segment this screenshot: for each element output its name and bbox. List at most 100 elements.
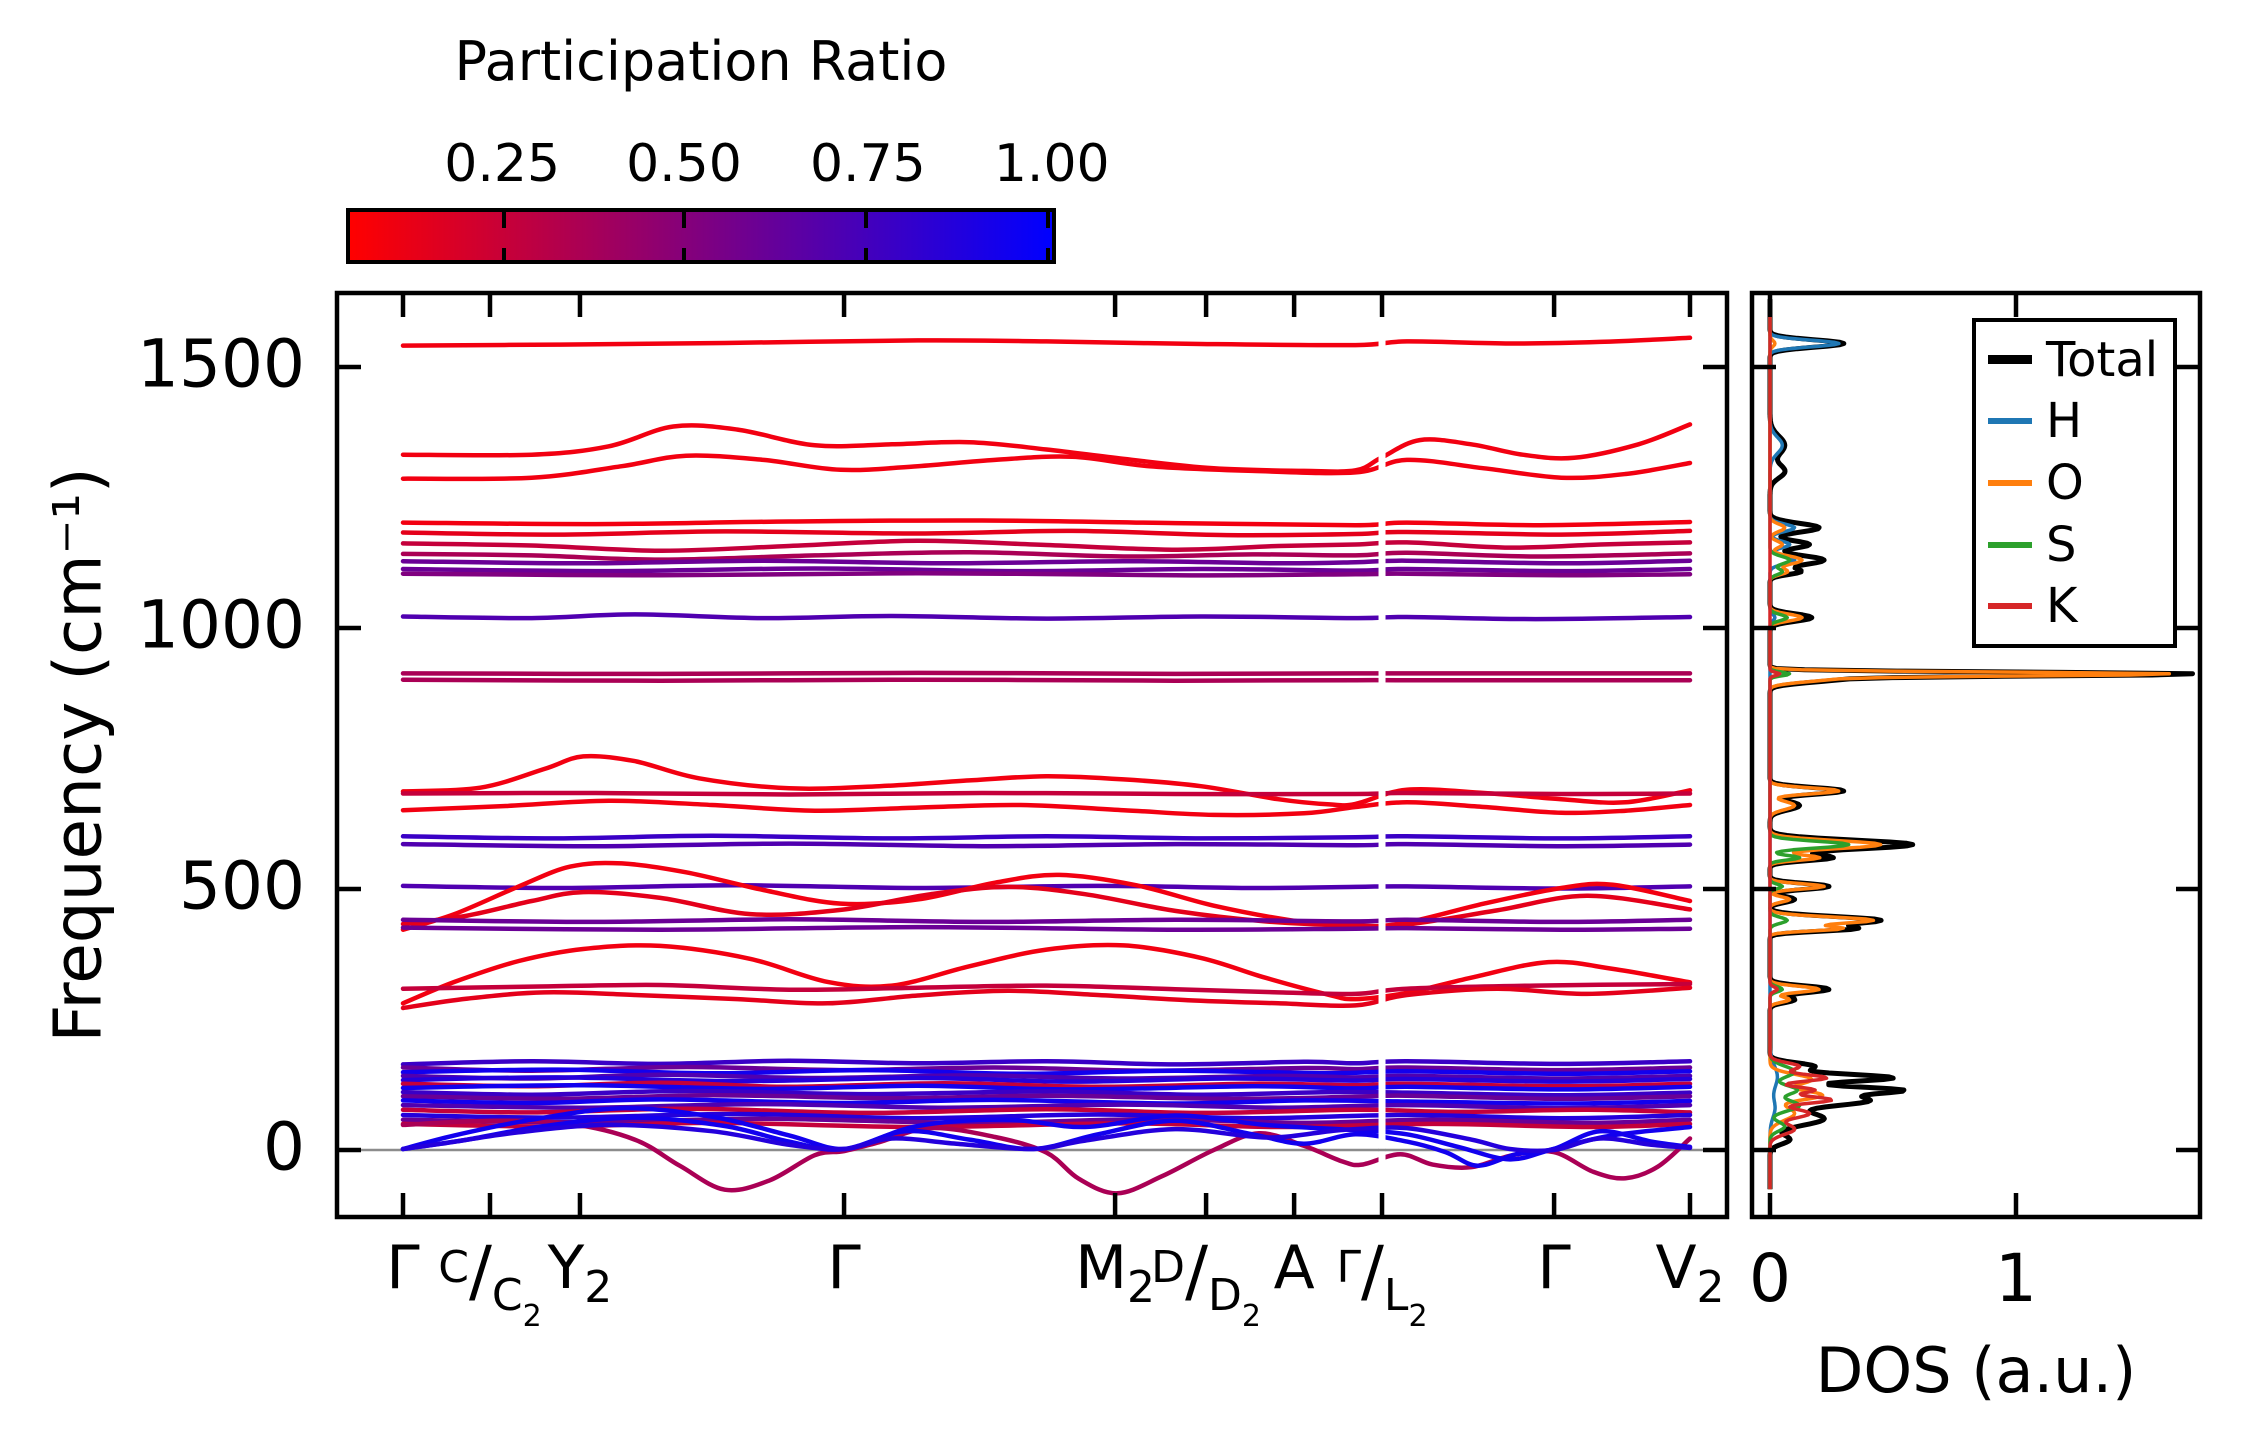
phonon-band-line <box>400 1058 1693 1067</box>
phonon-band-line <box>400 422 1693 474</box>
colorbar-tick <box>502 212 507 228</box>
x-tick-label: C/C2 <box>438 1238 541 1332</box>
x-tick-label: Γ/L2 <box>1336 1232 1427 1332</box>
legend-label-s: S <box>2046 516 2077 573</box>
phonon-band-line <box>400 453 1693 482</box>
phonon-band-line <box>400 550 1693 562</box>
colorbar-tick-label: 0.50 <box>626 134 742 194</box>
legend-entry-s: S <box>1988 517 2161 573</box>
phonon-band-line <box>400 566 1693 574</box>
colorbar-tick <box>863 212 868 228</box>
phonon-band-line <box>400 924 1693 932</box>
phonon-band-line <box>400 917 1693 925</box>
legend-line-h <box>1988 418 2032 425</box>
phonon-band-line <box>400 790 1693 797</box>
x-tick-label-part: D <box>1207 1270 1242 1321</box>
colorbar-tick-label: 0.25 <box>444 134 561 194</box>
phonon-band-line <box>400 1111 1693 1121</box>
phonon-band-line <box>400 558 1693 566</box>
phonon-band-line <box>400 670 1693 677</box>
colorbar-tick <box>863 248 868 264</box>
x-tick-label-part: M <box>1075 1233 1127 1303</box>
legend-entry-o: O <box>1988 455 2161 511</box>
legend-line-o <box>1988 479 2032 486</box>
phonon-band-line <box>400 753 1693 808</box>
phonon-band-line <box>400 1088 1693 1098</box>
x-tick-label-part: 2 <box>522 1299 542 1334</box>
x-tick-label: Γ <box>386 1238 419 1298</box>
x-tick-label: M2 <box>1075 1233 1155 1310</box>
x-tick-label-part: 2 <box>1408 1299 1428 1334</box>
phonon-band-line <box>400 1122 1693 1154</box>
phonon-band-line <box>400 942 1693 1006</box>
phonon-band-line <box>400 860 1693 932</box>
x-tick-label-part: Γ <box>1336 1242 1362 1293</box>
phonon-band-line <box>400 1113 1693 1162</box>
phonon-band-line <box>400 538 1693 553</box>
colorbar-tick <box>1045 248 1050 264</box>
phonon-band-line <box>400 1083 1693 1092</box>
x-tick-label: V2 <box>1655 1233 1724 1310</box>
y-tick-label: 0 <box>263 1108 305 1186</box>
colorbar-tick-label: 1.00 <box>993 134 1110 194</box>
x-tick-label-part: V <box>1655 1233 1697 1303</box>
colorbar-tick <box>682 248 687 264</box>
phonon-band-line <box>400 1092 1693 1102</box>
colorbar-tick-label: 0.75 <box>809 134 926 194</box>
phonon-band-line <box>400 1075 1693 1084</box>
dos-panel-frame <box>1749 290 2203 1220</box>
dos-axis-label: DOS (a.u.) <box>1815 1334 2137 1407</box>
dos-curve-s <box>1768 298 1851 1190</box>
phonon-band-line <box>400 981 1693 997</box>
dos-tick-label: 0 <box>1749 1240 1791 1317</box>
colorbar-tick <box>502 248 507 264</box>
x-tick-label: Y2 <box>547 1233 613 1310</box>
phonon-band-line <box>400 1097 1693 1106</box>
phonon-band-line <box>400 677 1693 683</box>
legend-line-k <box>1988 603 2032 610</box>
legend-entry-h: H <box>1988 393 2161 449</box>
phonon-band-line <box>400 883 1693 891</box>
y-axis-label: Frequency (cm⁻¹) <box>39 467 117 1043</box>
phonon-band-line <box>400 884 1693 929</box>
phonon-band-line <box>400 518 1693 528</box>
y-tick-label: 1000 <box>137 586 305 664</box>
legend-entry-total: Total <box>1988 332 2161 388</box>
x-tick-label-part: / <box>1185 1232 1208 1311</box>
phonon-band-line <box>400 841 1693 849</box>
colorbar-tick <box>682 212 687 228</box>
colorbar-tick <box>1045 212 1050 228</box>
phonon-band-line <box>400 570 1693 578</box>
dos-tick-label: 1 <box>1995 1240 2037 1317</box>
x-tick-label: Γ <box>1537 1238 1570 1298</box>
kpath-break-gap <box>1378 296 1386 1214</box>
phonon-band-line <box>400 1072 1693 1081</box>
x-tick-label-part: C <box>438 1242 469 1293</box>
phonon-band-line <box>400 1116 1693 1126</box>
band-panel-frame <box>334 290 1730 1220</box>
x-tick-label: Γ <box>827 1238 860 1298</box>
x-tick-label-part: / <box>1361 1232 1384 1311</box>
phonon-band-line <box>400 833 1693 841</box>
dos-legend: Total H O S K <box>1972 318 2177 648</box>
x-tick-label: D/D2 <box>1151 1232 1261 1332</box>
x-tick-label-part: 2 <box>584 1262 613 1313</box>
x-tick-label-part: Y <box>547 1233 585 1303</box>
phonon-band-line <box>400 1067 1693 1077</box>
phonon-band-line <box>400 1105 1693 1168</box>
x-tick-label-part: 2 <box>1696 1262 1725 1313</box>
phonon-band-line <box>400 335 1693 348</box>
phonon-band-line <box>400 1080 1693 1090</box>
x-tick-label-part: Γ <box>386 1233 420 1303</box>
phonon-band-line <box>400 612 1693 622</box>
x-tick-label-part: L <box>1383 1270 1409 1321</box>
y-tick-label: 500 <box>179 847 305 925</box>
x-tick-label-part: Γ <box>827 1233 861 1303</box>
legend-label-h: H <box>2046 393 2083 450</box>
x-tick-label-part: D <box>1151 1242 1186 1293</box>
legend-line-total <box>1988 355 2032 365</box>
y-tick-label: 1500 <box>137 325 305 403</box>
legend-label-k: K <box>2046 578 2078 635</box>
